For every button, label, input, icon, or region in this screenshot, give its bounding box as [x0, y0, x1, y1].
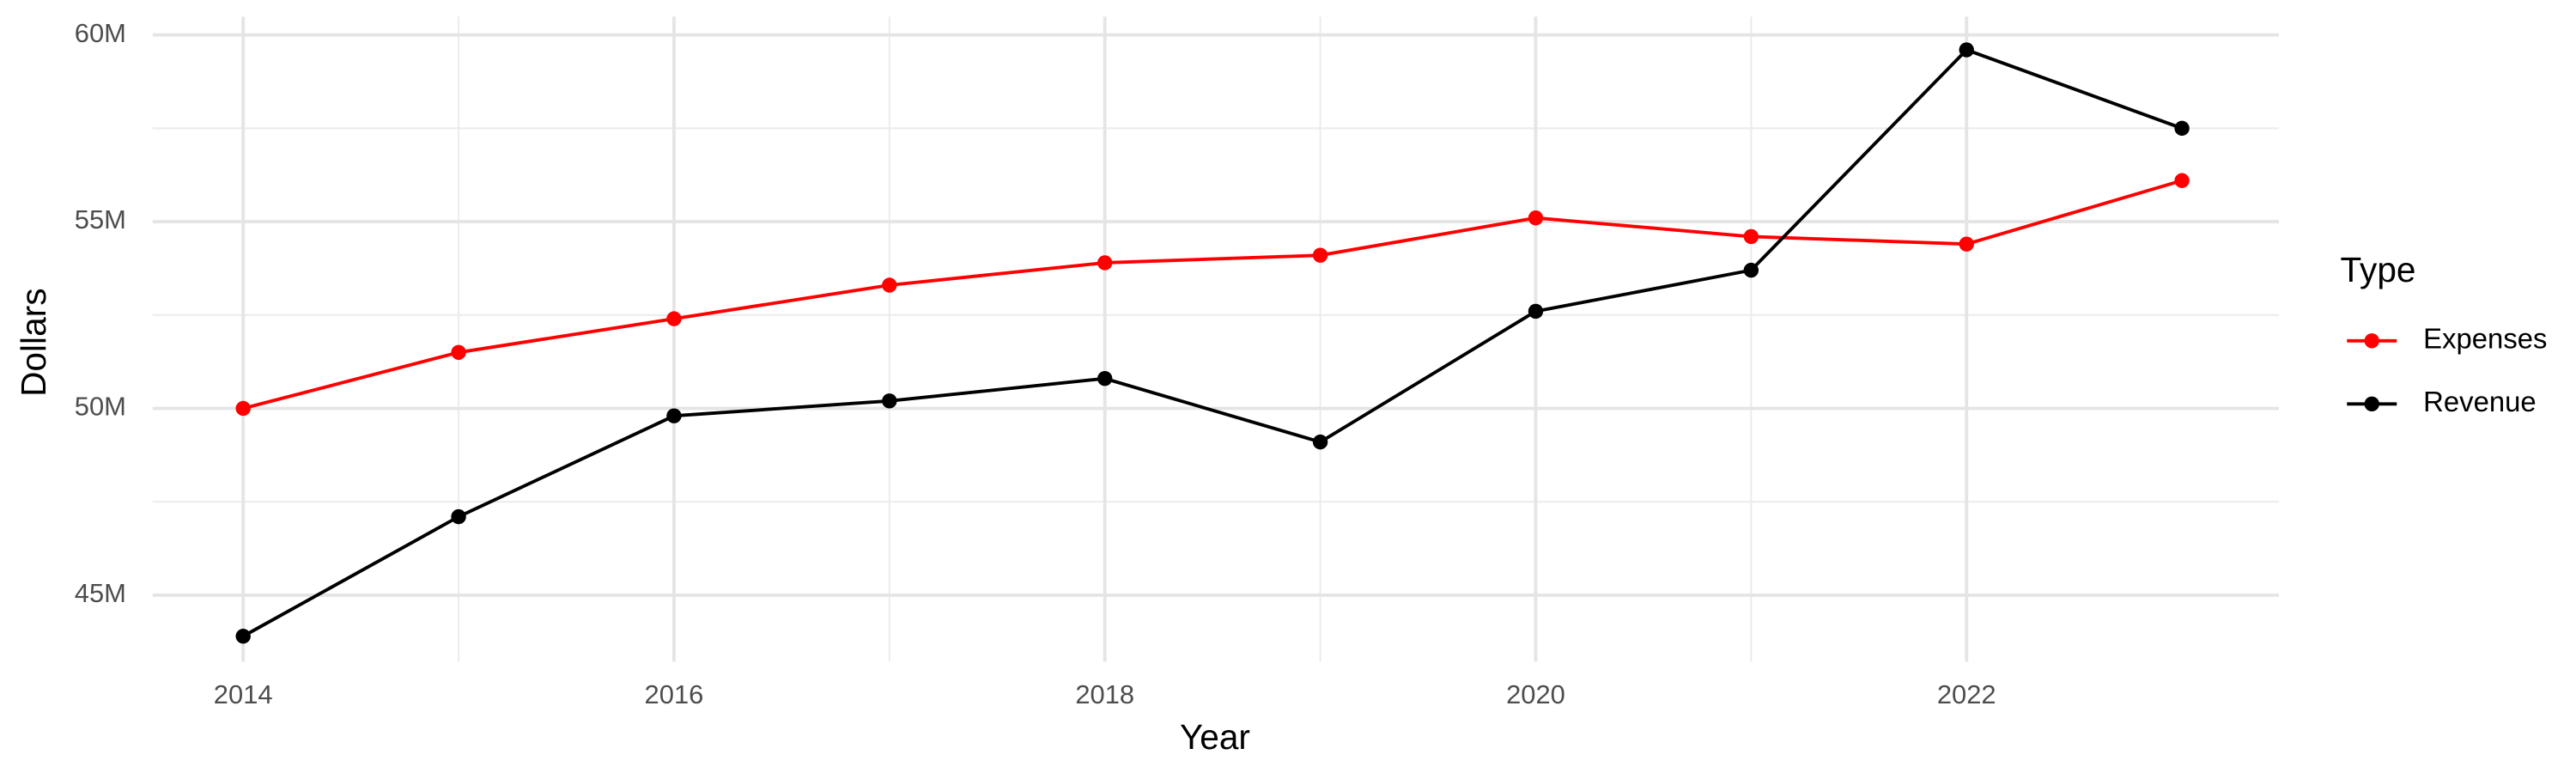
plot-area — [235, 42, 2190, 644]
x-tick-label: 2022 — [1937, 679, 1996, 709]
x-tick-label: 2014 — [214, 679, 273, 709]
data-point — [235, 400, 251, 417]
legend-swatch-point — [2364, 396, 2379, 412]
legend-title: Type — [2341, 250, 2416, 289]
series-line — [242, 179, 2183, 411]
x-axis-title: Year — [1180, 717, 1250, 757]
data-point — [2174, 120, 2190, 137]
legend: Type Expenses Revenue — [2341, 250, 2548, 417]
data-point — [1528, 303, 1544, 320]
data-point — [1097, 255, 1113, 271]
y-tick-label: 45M — [75, 578, 126, 608]
y-tick-label: 60M — [75, 18, 126, 48]
grid: 45M 50M 55M 60M 2014 2016 2018 2020 2022 — [75, 16, 2279, 709]
data-point — [1959, 236, 1974, 252]
data-point — [1743, 262, 1759, 278]
data-point — [1097, 371, 1113, 386]
data-point — [1959, 42, 1974, 58]
y-tick-label: 50M — [75, 392, 126, 422]
x-tick-label: 2018 — [1075, 679, 1134, 709]
data-point — [2174, 173, 2190, 188]
legend-swatch-point — [2364, 333, 2379, 349]
data-point — [235, 629, 251, 644]
data-point — [451, 508, 466, 525]
data-point — [1312, 247, 1328, 263]
series-line — [242, 47, 2183, 638]
data-point — [666, 408, 682, 423]
data-point — [882, 277, 897, 293]
y-tick-label: 55M — [75, 204, 126, 234]
data-point — [666, 311, 682, 326]
y-axis-title: Dollars — [14, 288, 53, 396]
data-point — [882, 393, 897, 409]
x-tick-label: 2016 — [645, 679, 704, 709]
x-tick-label: 2020 — [1506, 679, 1565, 709]
data-point — [1743, 228, 1759, 245]
legend-label: Expenses — [2423, 322, 2547, 354]
data-point — [451, 344, 466, 360]
data-point — [1312, 434, 1328, 450]
legend-label: Revenue — [2423, 386, 2537, 417]
data-point — [1528, 210, 1544, 226]
